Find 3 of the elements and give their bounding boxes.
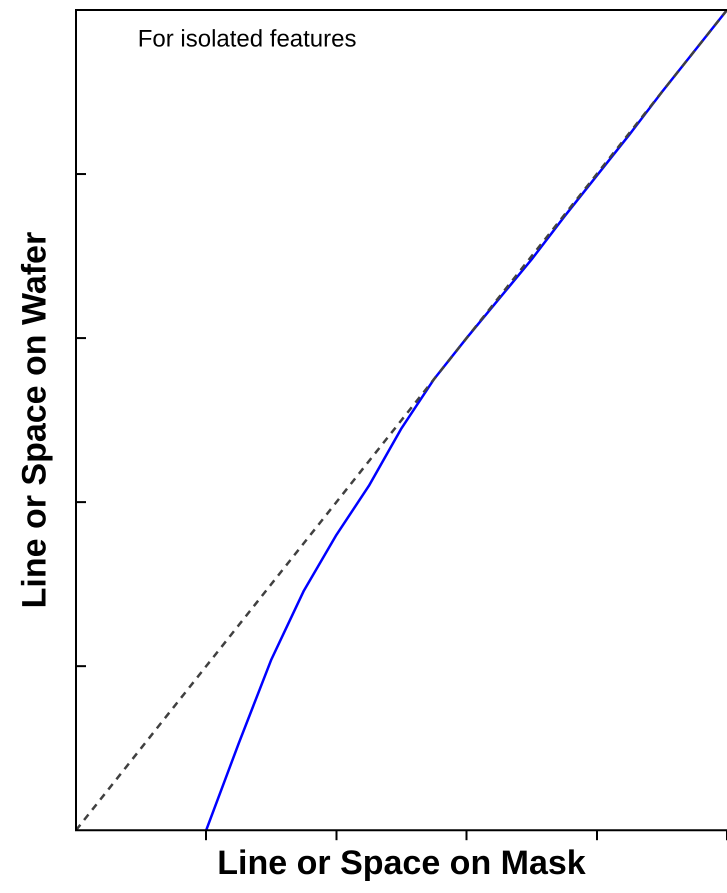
x-axis-title: Line or Space on Mask [217,844,586,882]
annotation: For isolated features [138,26,356,53]
y-axis-title: Line or Space on Wafer [15,232,54,608]
